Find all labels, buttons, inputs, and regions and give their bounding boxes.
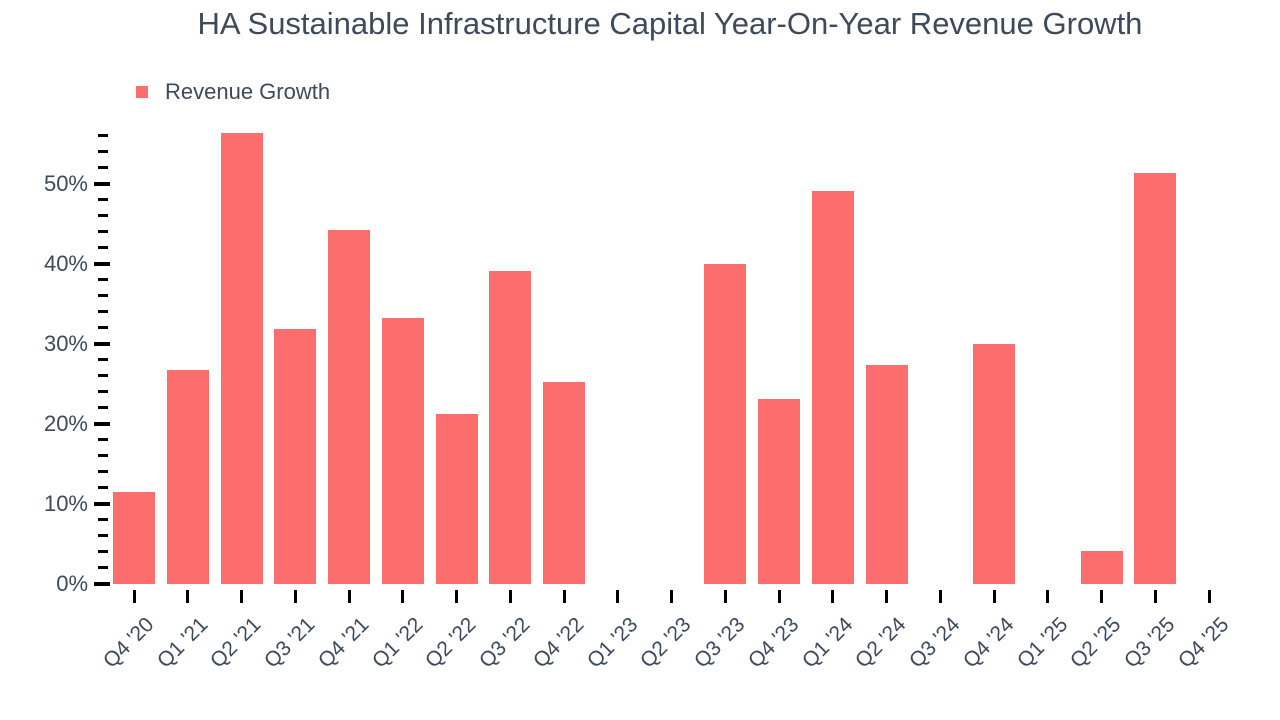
bar-q3-21[interactable] (274, 328, 317, 584)
x-tick-label: Q2 '22 (421, 613, 481, 673)
x-tick-label: Q4 '23 (743, 613, 804, 673)
x-tick (1046, 590, 1050, 603)
x-tick-label: Q4 '25 (1173, 613, 1234, 673)
bar-q4-21[interactable] (328, 230, 370, 584)
x-tick-label: Q1 '24 (797, 613, 858, 673)
legend-swatch-icon (136, 86, 148, 98)
y-minor-tick (98, 390, 108, 393)
x-tick (616, 590, 620, 603)
bar-q4-23[interactable] (758, 399, 800, 584)
x-tick-label: Q3 '22 (474, 613, 535, 673)
x-tick-label: Q2 '21 (206, 613, 266, 673)
x-tick (562, 590, 566, 603)
x-tick-label: Q4 '24 (958, 613, 1019, 673)
y-tick-label: 30% (43, 331, 88, 356)
x-tick-label: Q3 '21 (259, 613, 320, 673)
y-tick-label: 0% (56, 571, 88, 596)
y-minor-tick (98, 454, 108, 457)
x-tick (347, 590, 351, 603)
bar-q3-22[interactable] (489, 271, 532, 584)
x-tick (508, 590, 512, 603)
x-tick-label: Q4 '22 (528, 613, 589, 673)
y-minor-tick (98, 470, 108, 473)
y-minor-tick (98, 166, 108, 169)
x-tick-label: Q2 '23 (636, 613, 696, 673)
y-major-tick (94, 582, 110, 586)
x-tick (777, 590, 781, 603)
x-tick-label: Q3 '25 (1119, 613, 1180, 673)
y-minor-tick (98, 230, 108, 233)
bar-q1-21[interactable] (166, 369, 209, 584)
x-tick-label: Q4 '20 (98, 613, 159, 673)
bar-q4-24[interactable] (973, 344, 1015, 584)
bar-q3-25[interactable] (1134, 172, 1177, 584)
y-minor-tick (98, 358, 108, 361)
x-tick (132, 590, 136, 603)
y-minor-tick (98, 566, 108, 569)
y-major-tick (94, 262, 110, 266)
y-tick-label: 40% (43, 251, 88, 276)
x-tick-label: Q2 '25 (1066, 613, 1126, 673)
bar-q2-22[interactable] (435, 414, 478, 584)
x-tick-label: Q1 '22 (367, 613, 428, 673)
x-tick (992, 590, 996, 603)
y-minor-tick (98, 198, 108, 201)
x-tick (401, 590, 405, 603)
y-tick-label: 10% (43, 491, 88, 516)
y-minor-tick (98, 550, 108, 553)
y-minor-tick (98, 246, 108, 249)
y-minor-tick (98, 214, 108, 217)
x-tick (240, 590, 243, 603)
chart-title: HA Sustainable Infrastructure Capital Ye… (197, 6, 1143, 41)
y-minor-tick (98, 438, 108, 441)
x-tick (1153, 590, 1157, 603)
x-tick-label: Q1 '25 (1012, 613, 1073, 673)
x-tick (455, 590, 458, 603)
x-tick-label: Q2 '24 (851, 613, 911, 673)
bar-q2-21[interactable] (220, 132, 263, 584)
bar-q3-23[interactable] (704, 264, 747, 584)
bar-q4-22[interactable] (543, 382, 585, 584)
y-minor-tick (98, 518, 108, 521)
y-minor-tick (98, 310, 108, 313)
x-tick-label: Q3 '23 (689, 613, 750, 673)
bar-q4-20[interactable] (113, 492, 155, 584)
x-tick (938, 590, 942, 603)
bar-q1-24[interactable] (811, 191, 854, 584)
x-tick-label: Q1 '21 (152, 613, 213, 673)
y-major-tick (94, 342, 110, 346)
x-tick (293, 590, 297, 603)
x-tick (831, 590, 835, 603)
x-tick (186, 590, 190, 603)
legend-item-revenue-growth[interactable]: Revenue Growth (136, 79, 330, 105)
x-tick-label: Q1 '23 (582, 613, 643, 673)
y-minor-tick (98, 486, 108, 489)
x-tick (1207, 590, 1211, 603)
y-tick-label: 20% (43, 411, 88, 436)
x-tick-label: Q4 '21 (313, 613, 374, 673)
bar-q2-25[interactable] (1080, 551, 1123, 584)
x-tick (723, 590, 727, 603)
y-minor-tick (98, 406, 108, 409)
y-major-tick (94, 502, 110, 506)
bar-q1-22[interactable] (381, 318, 424, 584)
x-tick (670, 590, 673, 603)
y-minor-tick (98, 278, 108, 281)
y-minor-tick (98, 134, 108, 137)
y-minor-tick (98, 294, 108, 297)
x-tick-label: Q3 '24 (904, 613, 965, 673)
y-minor-tick (98, 374, 108, 377)
y-major-tick (94, 182, 110, 186)
y-tick-label: 50% (43, 171, 88, 196)
y-major-tick (94, 422, 110, 426)
x-tick (1100, 590, 1103, 603)
y-minor-tick (98, 534, 108, 537)
legend-label: Revenue Growth (165, 79, 331, 104)
bar-q2-24[interactable] (865, 364, 908, 584)
y-minor-tick (98, 150, 108, 153)
y-minor-tick (98, 326, 108, 329)
x-tick (885, 590, 888, 603)
